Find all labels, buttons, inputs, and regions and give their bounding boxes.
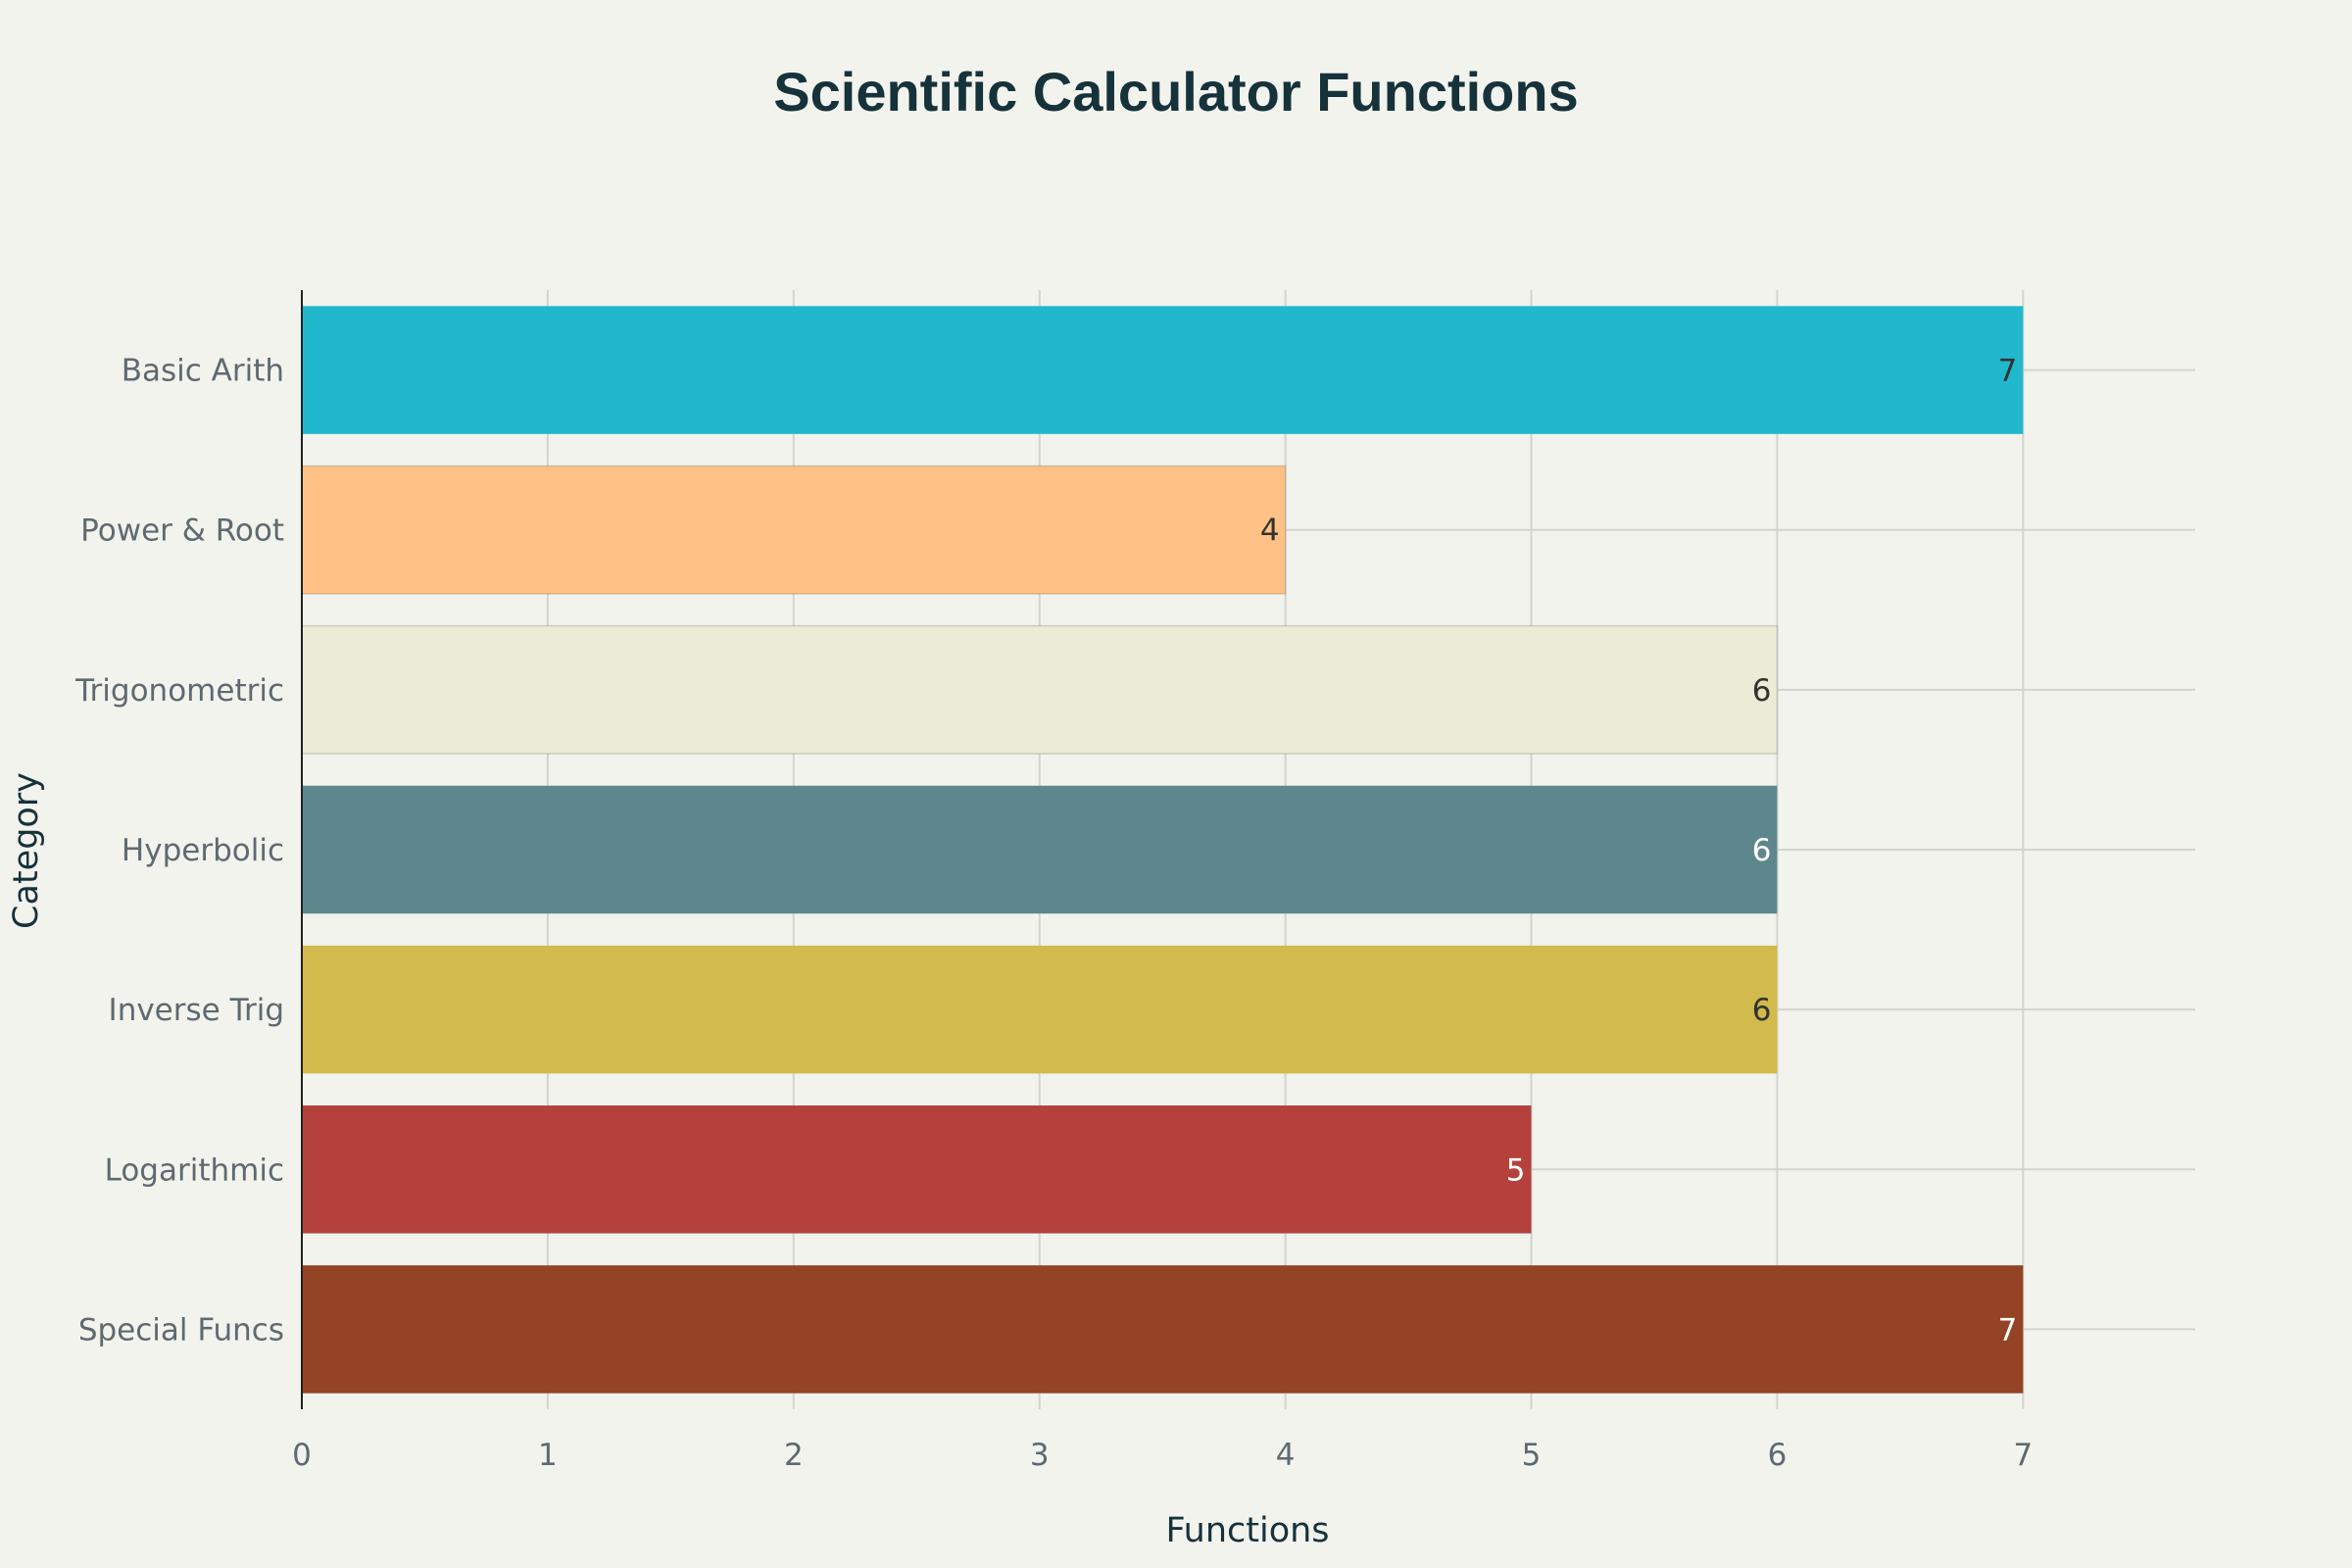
y-axis-title: Category [7,772,46,929]
category-label: Hyperbolic [122,833,284,868]
bar [302,785,1778,914]
axes: 0 1 2 3 4 5 6 7 Basic Arith Power & Root Trigonome… [74,290,2033,1473]
x-tick-label: 5 [1522,1438,1542,1473]
x-tick-label: 1 [538,1438,558,1473]
data-label: 4 [1260,514,1280,549]
bar [301,624,1779,755]
category-label: Power & Root [80,514,284,549]
x-tick-label: 2 [784,1438,804,1473]
x-axis-title: Functions [1165,1511,1329,1550]
x-tick-label: 7 [2013,1438,2033,1473]
x-tick-label: 4 [1276,1438,1296,1473]
x-tick-label: 0 [292,1438,312,1473]
category-label: Special Funcs [78,1312,284,1348]
bar [302,306,2024,434]
data-label: 6 [1752,993,1772,1028]
data-label: 5 [1506,1152,1526,1188]
bar [301,465,1287,595]
category-label: Basic Arith [122,354,284,389]
bars: 7 4 6 6 6 5 7 [301,306,2024,1394]
bar [302,945,1778,1074]
x-tick-label: 3 [1030,1438,1050,1473]
category-label: Inverse Trig [109,993,284,1028]
data-label: 6 [1752,673,1772,709]
chart-title: Scientific Calculator Functions [773,61,1578,122]
data-label: 7 [1998,1312,2018,1348]
bar [302,1265,2024,1394]
data-label: 6 [1752,833,1772,868]
x-tick-label: 6 [1768,1438,1788,1473]
category-label: Logarithmic [105,1152,284,1188]
category-label: Trigonometric [74,673,284,709]
data-label: 7 [1998,354,2018,389]
bar [302,1105,1532,1234]
